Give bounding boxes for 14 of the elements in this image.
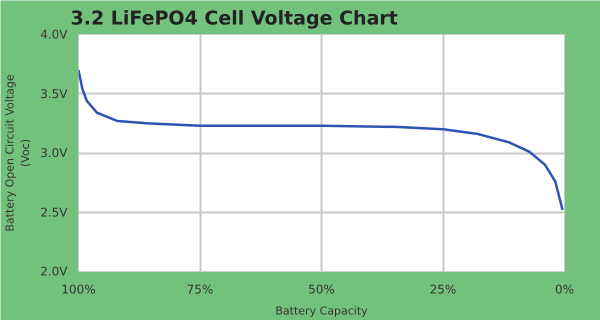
line-series: [78, 68, 564, 212]
x-axis-title: Battery Capacity: [275, 304, 368, 318]
y-tick-label: 2.5V: [40, 205, 68, 220]
x-tick-label: 100%: [61, 282, 96, 296]
x-tick-label: 75%: [186, 282, 214, 296]
y-tick-label: 3.0V: [40, 146, 68, 160]
chart-title: 3.2 LiFePO4 Cell Voltage Chart: [70, 8, 398, 30]
y-tick-label: 2.0V: [40, 264, 68, 278]
x-tick-label: 25%: [430, 282, 456, 296]
y-tick-label: 3.5V: [40, 86, 68, 101]
x-tick-label: 0%: [554, 282, 574, 296]
y-axis-title: Battery Open Circuit Voltage (Voc): [4, 74, 32, 232]
x-tick-label: 50%: [308, 282, 335, 296]
y-tick-label: 4.0V: [40, 28, 68, 42]
